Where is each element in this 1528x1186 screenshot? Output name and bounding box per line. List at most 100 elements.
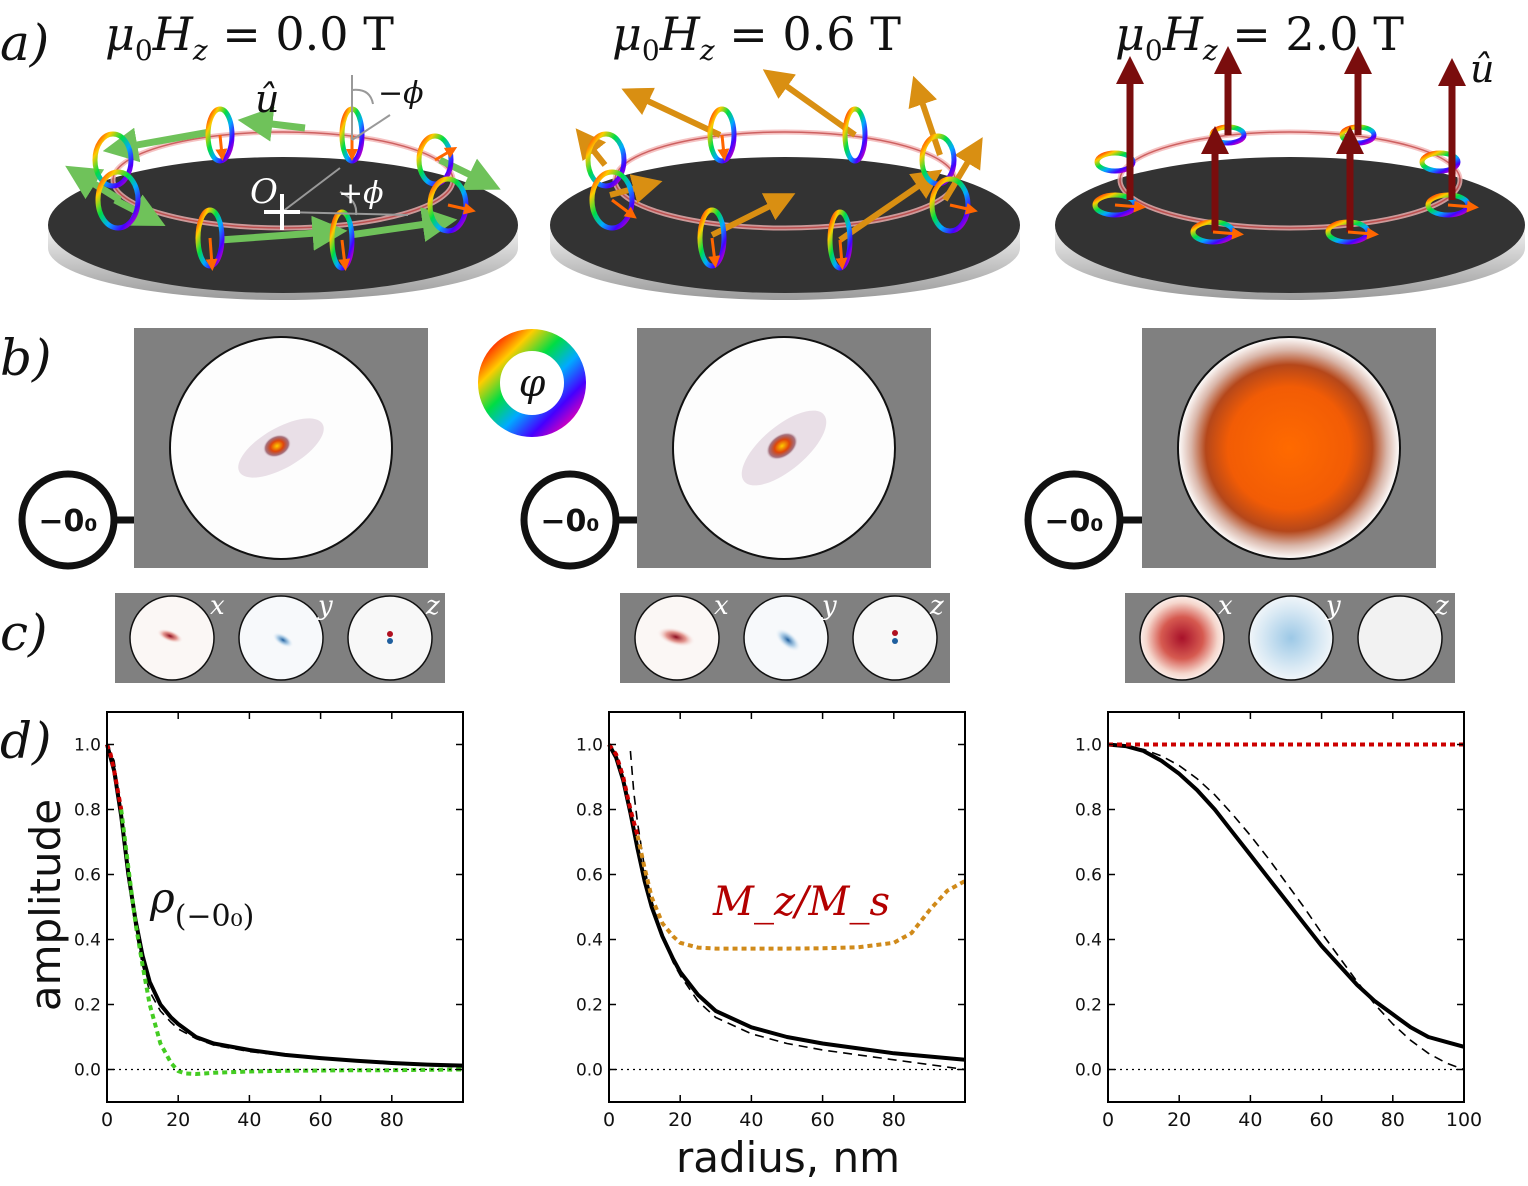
mode-label-2: −0₀	[540, 504, 599, 539]
orange-arrow	[908, 75, 943, 156]
disk-1: O +ϕ −ϕ û	[48, 75, 518, 300]
series-line-solid-black	[1107, 742, 1465, 1049]
panel-label-b: b)	[0, 329, 52, 387]
orange-arrow	[621, 87, 722, 138]
x-tick-label: 0	[603, 1109, 615, 1131]
y-tick-label: 1.0	[576, 736, 603, 756]
plot-frame	[608, 711, 966, 1103]
plot-frame	[106, 711, 464, 1103]
panel-label-d: d)	[0, 712, 52, 770]
panel-c: x y z x y z x y z	[115, 591, 1455, 683]
x-tick-label: 60	[1310, 1109, 1334, 1131]
component-x: x	[1218, 591, 1233, 621]
component-z: z	[425, 591, 440, 621]
field-title-3: μ0Hz = 2.0 T	[1115, 7, 1404, 67]
series-line-dashed-black	[629, 750, 966, 1071]
y-tick-label: 0.8	[1075, 801, 1102, 821]
orange-arrow	[575, 128, 608, 167]
x-tick-label: 60	[309, 1109, 333, 1131]
plus-phi-label: +ϕ	[338, 176, 384, 211]
y-tick-label: 0.6	[74, 866, 101, 886]
x-tick-label: 20	[1167, 1109, 1191, 1131]
mz-annotation: M_z/M_s	[712, 879, 890, 925]
u-hat-label-left: û	[255, 77, 279, 121]
y-tick-label: 0.0	[576, 1061, 603, 1081]
component-x: x	[210, 591, 225, 621]
x-tick-label: 80	[1381, 1109, 1405, 1131]
y-tick-label: 0.0	[1075, 1061, 1102, 1081]
component-z: z	[1434, 591, 1449, 621]
green-arrow	[113, 194, 166, 227]
series-line-dotted-red	[105, 743, 124, 810]
y-tick-label: 1.0	[74, 736, 101, 756]
disk-3: û	[1055, 46, 1525, 300]
y-tick-label: 0.8	[576, 801, 603, 821]
green-arrow	[219, 215, 348, 251]
green-arrow	[349, 207, 458, 242]
y-tick-label: 0.6	[1075, 866, 1102, 886]
panel-label-c: c)	[0, 604, 48, 662]
panel-a: O +ϕ −ϕ û	[48, 46, 1525, 300]
component-z: z	[929, 591, 944, 621]
green-arrow	[438, 156, 501, 191]
series-line-dashed-black	[1107, 743, 1465, 1071]
component-y: y	[317, 591, 333, 621]
x-axis-label: radius, nm	[676, 1133, 900, 1182]
series-line-dotted-green	[119, 809, 464, 1076]
y-tick-label: 0.4	[576, 931, 603, 951]
field-title-1: μ0Hz = 0.0 T	[105, 7, 394, 67]
y-tick-label: 0.4	[74, 931, 101, 951]
series-line-dotted-red	[607, 743, 640, 837]
panel-labels: a) b) c) d)	[0, 14, 52, 770]
core-spot-1	[262, 434, 292, 458]
x-tick-label: 20	[166, 1109, 190, 1131]
y-tick-label: 0.0	[74, 1061, 101, 1081]
x-tick-label: 40	[1238, 1109, 1262, 1131]
component-y: y	[821, 591, 837, 621]
green-arrow	[102, 127, 211, 163]
x-tick-label: 80	[882, 1109, 906, 1131]
x-tick-label: 40	[237, 1109, 261, 1131]
origin-label: O	[250, 172, 278, 212]
orange-arrow	[762, 69, 857, 138]
x-tick-label: 0	[101, 1109, 113, 1131]
x-tick-label: 60	[811, 1109, 835, 1131]
colorwheel-legend: φ	[478, 329, 586, 437]
panel-d: 0.00.20.40.60.81.00 20 40 60 800.00.20.40.60…	[74, 711, 1482, 1131]
series-line-dashed-black	[106, 744, 464, 1068]
component-y: y	[1325, 591, 1341, 621]
panel-b: −0₀ φ −0₀ −0₀	[18, 328, 1436, 570]
core-spot-2	[765, 431, 799, 461]
plot-frame	[1107, 711, 1465, 1103]
colorwheel-symbol: φ	[519, 361, 546, 405]
component-x: x	[714, 591, 729, 621]
y-tick-label: 0.6	[576, 866, 603, 886]
y-tick-label: 0.2	[1075, 996, 1102, 1016]
mode-label-1: −0₀	[38, 504, 97, 539]
disk-2	[550, 69, 1020, 300]
chart-1: 0.0 0.2 0.4 0.6 0.8 1.0 0 20 40 60 80	[74, 711, 464, 1131]
y-tick-label: 1.0	[1075, 736, 1102, 756]
x-tick-label: 100	[1446, 1109, 1482, 1131]
minus-phi-label: −ϕ	[378, 76, 424, 111]
chart-2: 0.0 0.2 0.4 0.6 0.8 1.0 0 20 40 60 80	[576, 711, 966, 1131]
rho-annotation: ρ(−0₀)	[149, 873, 254, 934]
x-tick-label: 20	[668, 1109, 692, 1131]
panel-label-a: a)	[0, 14, 49, 72]
spin-ring	[92, 131, 134, 189]
y-tick-label: 0.2	[74, 996, 101, 1016]
y-tick-label: 0.8	[74, 801, 101, 821]
y-tick-label: 0.4	[1075, 931, 1102, 951]
u-hat-label-right: û	[1470, 47, 1494, 91]
series-line-dotted-orange	[635, 835, 966, 951]
x-tick-label: 40	[739, 1109, 763, 1131]
spin-ring	[95, 169, 141, 231]
field-titles: μ0Hz = 0.0 T μ0Hz = 0.6 T μ0Hz = 2.0 T	[105, 7, 1404, 67]
x-tick-label: 80	[380, 1109, 404, 1131]
field-title-2: μ0Hz = 0.6 T	[612, 7, 901, 67]
chart-3: 0.0 0.2 0.4 0.6 0.8 1.0 0 20 40 60 80 100	[1075, 711, 1482, 1131]
y-tick-label: 0.2	[576, 996, 603, 1016]
mode-label-3: −0₀	[1044, 504, 1103, 539]
y-axis-label: amplitude	[21, 799, 70, 1011]
